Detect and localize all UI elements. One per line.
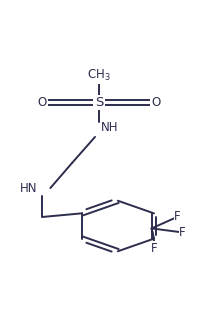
Text: F: F <box>179 226 186 239</box>
Text: F: F <box>151 242 158 255</box>
Text: S: S <box>95 96 103 109</box>
Text: HN: HN <box>20 182 37 195</box>
Text: CH$_3$: CH$_3$ <box>87 68 111 83</box>
Text: NH: NH <box>101 122 119 135</box>
Text: F: F <box>174 210 181 223</box>
Text: O: O <box>151 96 160 109</box>
Text: O: O <box>38 96 47 109</box>
